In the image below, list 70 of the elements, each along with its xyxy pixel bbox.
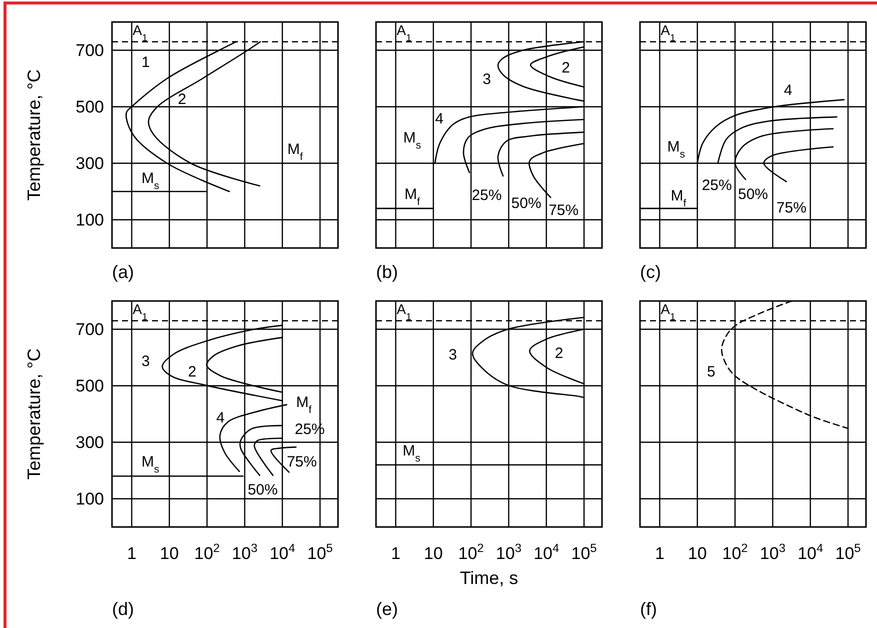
annotation: 3 <box>448 346 458 364</box>
annotation: 4 <box>216 410 225 427</box>
x-tick-label: 10$^{4}$ <box>270 541 296 563</box>
y-tick-label: 700 <box>76 320 104 340</box>
annotation: 4 <box>784 82 792 100</box>
y-tick-label: 100 <box>76 210 104 230</box>
annotation: M$_{f}$ <box>287 140 303 163</box>
x-tick-label: 1 <box>126 544 136 563</box>
x-axis-title: Time, s <box>460 568 518 588</box>
annotation: 50% <box>248 482 278 499</box>
ref-line-label: A$_{1}$ <box>660 22 676 44</box>
annotation: M$_{s}$ <box>142 170 160 192</box>
text: (b) <box>376 262 398 282</box>
x-tick-label: 10 <box>688 544 707 563</box>
y-tick-label: 300 <box>76 154 104 174</box>
annotation: 25% <box>702 176 732 194</box>
x-tick-label: 10$^{3}$ <box>760 541 786 563</box>
annotation: M$_{s}$ <box>142 454 160 476</box>
ref-line-label: A$_{1}$ <box>132 22 148 44</box>
y-tick-label: 100 <box>76 490 104 509</box>
ref-line-label: A$_{1}$ <box>396 300 412 322</box>
annotation: 2 <box>562 59 570 76</box>
ref-line-label: A$_{1}$ <box>396 22 412 44</box>
text: (f) <box>640 599 657 619</box>
x-tick-label: 10$^{5}$ <box>835 541 862 563</box>
annotation: 5 <box>707 363 716 380</box>
text: (d) <box>112 599 134 619</box>
x-tick-label: 10$^{3}$ <box>496 541 522 563</box>
x-tick-label: 10$^{4}$ <box>534 541 560 563</box>
annotation: M$_{f}$ <box>670 187 686 210</box>
x-tick-label: 10 <box>424 544 443 563</box>
x-tick-label: 10$^{2}$ <box>458 541 484 563</box>
annotation: 25% <box>472 187 502 204</box>
x-tick-label: 10$^{2}$ <box>722 541 748 563</box>
y-tick-label: 300 <box>76 433 104 452</box>
annotation: 2 <box>188 363 196 380</box>
y-axis-title: Temperature, °C <box>24 348 44 480</box>
x-tick-label: 10$^{5}$ <box>571 541 598 563</box>
ref-line-label: A$_{1}$ <box>132 300 148 322</box>
annotation: M$_{f}$ <box>404 186 420 208</box>
y-tick-label: 700 <box>76 41 104 60</box>
annotation: 75% <box>286 454 317 471</box>
annotation: M$_{s}$ <box>402 442 420 464</box>
x-tick-label: 10$^{5}$ <box>307 541 334 563</box>
annotation: M$_{s}$ <box>667 138 686 161</box>
annotation: 50% <box>511 195 542 212</box>
annotation: M$_{f}$ <box>296 394 312 416</box>
text: (c) <box>640 262 661 282</box>
ref-line-label: A$_{1}$ <box>660 300 676 322</box>
x-tick-label: 1 <box>390 544 400 563</box>
x-tick-label: 10$^{2}$ <box>194 541 220 563</box>
x-tick-label: 10$^{3}$ <box>232 541 258 563</box>
y-axis-title: Temperature, °C <box>24 69 44 201</box>
annotation: 75% <box>776 200 806 217</box>
x-tick-label: 10$^{4}$ <box>798 541 824 563</box>
text: (a) <box>112 262 134 282</box>
text: (e) <box>376 599 398 619</box>
y-tick-label: 500 <box>76 98 104 117</box>
annotation: M$_{s}$ <box>403 130 422 152</box>
annotation: 3 <box>482 70 491 88</box>
annotation: 75% <box>548 202 579 219</box>
annotation: 2 <box>554 345 564 362</box>
x-tick-label: 10 <box>160 544 179 563</box>
annotation: 4 <box>435 110 444 128</box>
annotation: 50% <box>738 186 768 204</box>
y-tick-label: 500 <box>76 376 104 396</box>
x-tick-label: 1 <box>654 544 664 563</box>
annotation: 2 <box>178 91 186 108</box>
annotation: 3 <box>142 353 150 370</box>
annotation: 1 <box>142 54 150 71</box>
